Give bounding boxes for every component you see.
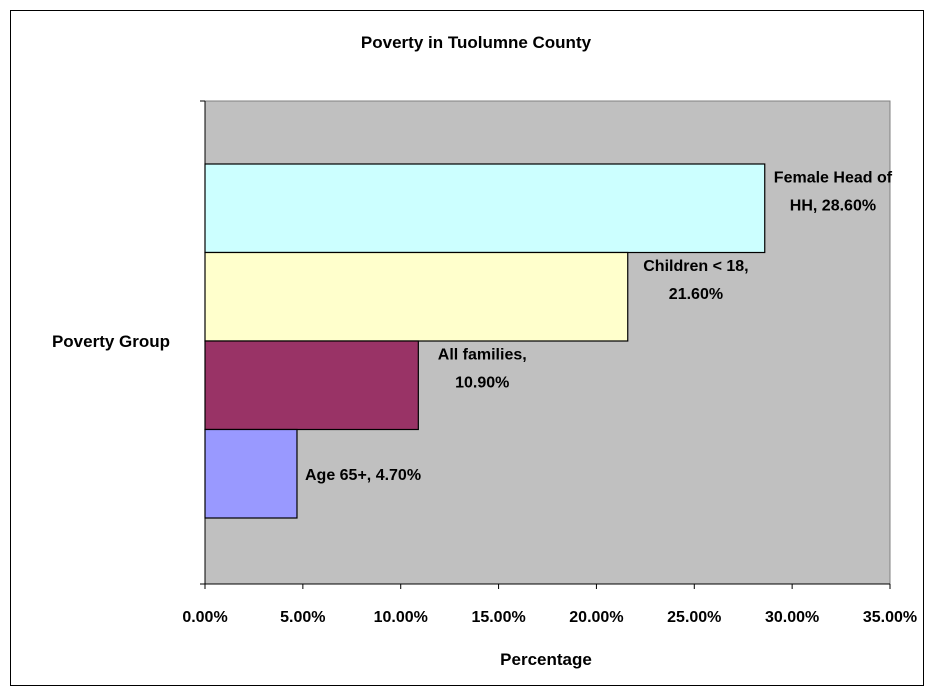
x-tick-label: 35.00% xyxy=(863,609,917,626)
data-label: Female Head of HH, 28.60% xyxy=(774,169,893,214)
bar-all-families xyxy=(204,340,419,431)
data-label: Children < 18, 21.60% xyxy=(643,258,748,303)
data-label: Age 65+, 4.70% xyxy=(305,467,421,484)
chart-title: Poverty in Tuolumne County xyxy=(361,33,592,52)
bar-female-head-of-hh xyxy=(204,163,766,254)
x-tick-label: 5.00% xyxy=(280,609,325,626)
x-tick-label: 30.00% xyxy=(765,609,819,626)
y-axis-title: Poverty Group xyxy=(52,332,170,351)
bar-children-18 xyxy=(204,251,629,342)
x-tick-label: 15.00% xyxy=(471,609,525,626)
bar-age-65 xyxy=(204,428,298,519)
x-tick-label: 10.00% xyxy=(374,609,428,626)
x-tick-label: 20.00% xyxy=(569,609,623,626)
x-tick-label: 25.00% xyxy=(667,609,721,626)
x-axis-title: Percentage xyxy=(500,650,592,669)
x-tick-label: 0.00% xyxy=(182,609,227,626)
data-label: All families, 10.90% xyxy=(438,346,527,391)
